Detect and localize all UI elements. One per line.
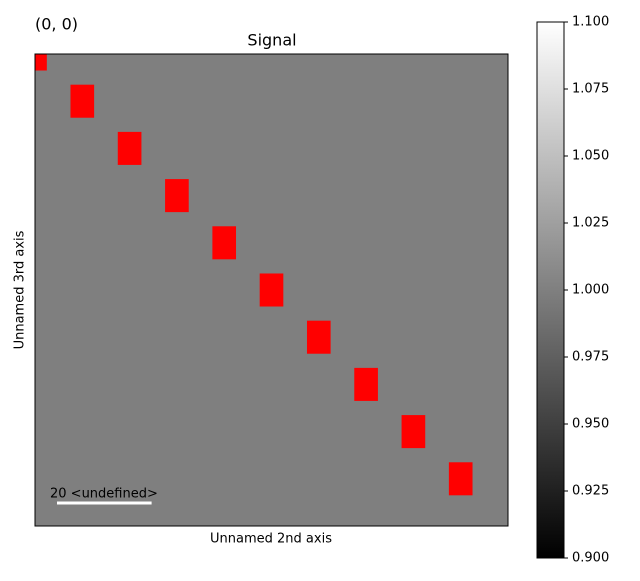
marker — [35, 54, 47, 71]
marker — [165, 179, 189, 213]
marker — [448, 462, 473, 496]
y-axis-label: Unnamed 3rd axis — [13, 230, 28, 349]
colorbar-tick-label: 0.950 — [572, 417, 609, 432]
marker — [212, 226, 237, 260]
colorbar — [536, 21, 565, 559]
marker — [117, 131, 142, 165]
marker — [306, 320, 331, 354]
marker — [259, 273, 284, 307]
marker — [70, 84, 95, 118]
axes-frame — [34, 53, 509, 527]
colorbar-tick-label: 1.000 — [572, 283, 609, 298]
plot-area — [35, 54, 508, 526]
corner-label: (0, 0) — [35, 15, 78, 34]
colorbar-tick-label: 0.900 — [572, 551, 609, 566]
colorbar-tick-label: 1.050 — [572, 149, 609, 164]
colorbar-tick-label: 0.925 — [572, 484, 609, 499]
colorbar-tick-label: 1.100 — [572, 15, 609, 30]
colorbar-tick-label: 1.075 — [572, 82, 609, 97]
marker — [401, 415, 426, 449]
x-axis-label: Unnamed 2nd axis — [210, 532, 332, 547]
colorbar-tick-label: 0.975 — [572, 350, 609, 365]
scalebar-label: 20 <undefined> — [50, 487, 158, 502]
chart-title: Signal — [247, 31, 296, 50]
colorbar-tick-label: 1.025 — [572, 216, 609, 231]
marker — [354, 367, 378, 401]
